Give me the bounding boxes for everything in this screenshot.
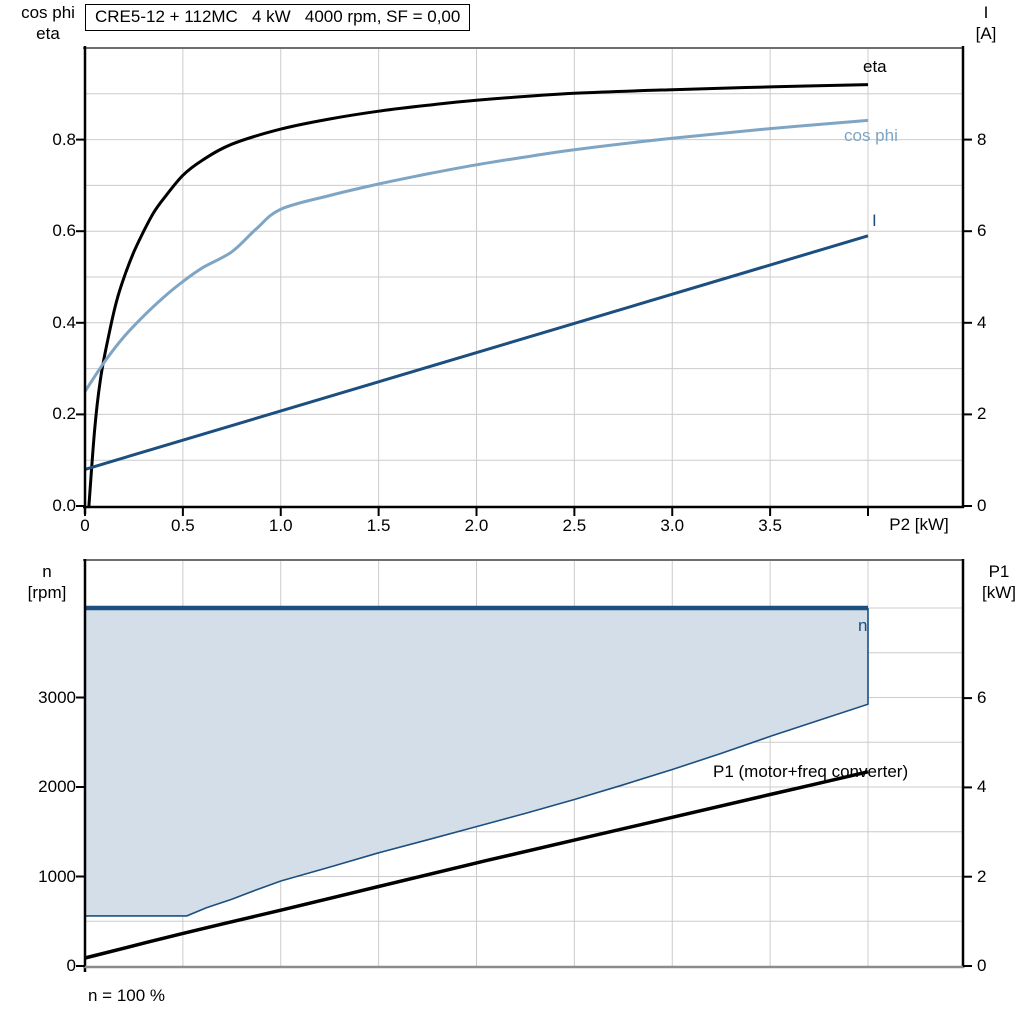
top-left-tick-label: 0.6 [52,221,76,241]
speed-area-boundary [85,608,869,917]
top-x-tick-label: 0 [80,516,90,535]
bottom-left-tick-label: 1000 [38,866,76,886]
top-right-tick-label: 6 [977,221,987,241]
speed-footnote: n = 100 % [88,986,166,1005]
top-right-tick-label: 2 [977,404,987,424]
p1-curve [84,770,869,960]
top-x-tick-label: 2.0 [464,516,489,535]
left-axis-title-line1: cos phi [21,3,75,22]
p1-axis-title-line1: P1 [988,562,1010,581]
top-right-tick-label: 4 [977,312,987,332]
bottom-left-axis-title: n [rpm] [9,561,85,603]
bottom-right-tick-label: 4 [977,777,987,797]
top-x-tick-label: 2.5 [562,516,587,535]
top-x-tick-label: 1.0 [268,516,293,535]
top-left-tick-label: 0.8 [52,129,76,149]
top-right-tick-label: 8 [977,129,987,149]
chart-title: CRE5-12 + 112MC 4 kW 4000 rpm, SF = 0,00 [85,4,471,31]
n-axis-title-line2: [rpm] [27,583,67,602]
top-x-tick-label: 1.5 [366,516,391,535]
top-left-tick-label: 0.2 [52,404,76,424]
top-x-tick-label: 0.5 [171,516,195,535]
bottom-right-axis-title: P1 [kW] [967,561,1024,603]
top-right-tick-label: 0 [977,496,987,515]
x-axis-title: P2 [kW] [889,515,949,534]
top-x-tick-label: 3.5 [758,516,782,535]
top-right-axis-title: I [A] [955,2,1017,44]
right-axis-title-line1: I [983,3,989,22]
current-curve [84,234,869,471]
bottom-right-tick-label: 6 [977,688,987,708]
speed-operating-area [85,608,868,916]
eta-curve-label: eta [863,57,887,76]
left-axis-title-line2: eta [36,24,60,43]
current-curve-label: I [872,211,877,230]
cos-phi-curve-label: cos phi [844,126,898,145]
n-curve-label: n [858,616,868,635]
p1-curve-label: P1 (motor+freq converter) [713,762,909,781]
bottom-left-tick-label: 0 [66,956,76,975]
p1-axis-title-line2: [kW] [982,583,1016,602]
top-x-tick-label: 3.0 [660,516,685,535]
bottom-right-tick-label: 2 [977,866,987,886]
bottom-left-tick-label: 2000 [38,777,76,796]
eta-curve [87,83,869,507]
cos-phi-curve [83,118,869,393]
top-left-tick-label: 0.4 [52,312,76,332]
top-left-tick-label: 0.0 [52,496,76,515]
top-left-axis-title: cos phi eta [10,2,86,44]
right-axis-title-line2: [A] [975,24,997,43]
bottom-left-tick-label: 3000 [38,687,76,707]
bottom-right-tick-label: 0 [977,956,987,975]
n-axis-title-line1: n [42,562,52,581]
